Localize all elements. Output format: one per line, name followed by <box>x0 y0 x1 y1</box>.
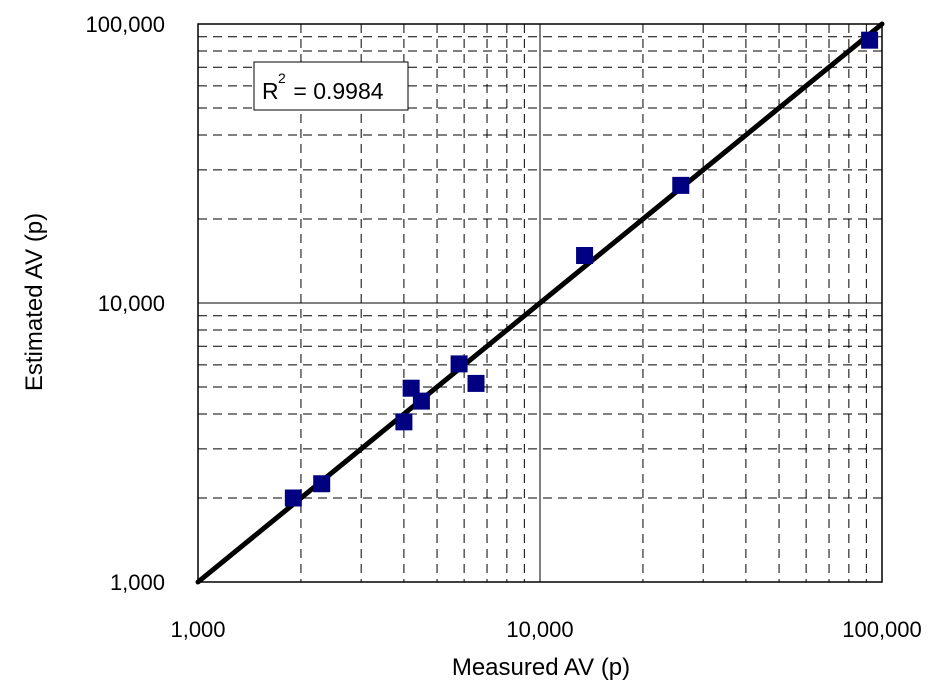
plot-frame <box>197 23 883 583</box>
data-point <box>412 392 430 410</box>
x-axis-title: Measured AV (p) <box>452 654 630 681</box>
r-squared-superscript: 2 <box>278 70 286 86</box>
data-point <box>861 31 879 49</box>
fit-line <box>195 21 885 585</box>
r-squared-box <box>253 61 409 111</box>
data-point <box>467 374 485 392</box>
y-axis-title: Estimated AV (p) <box>21 213 48 391</box>
data-point <box>284 489 302 507</box>
data-point <box>450 355 468 373</box>
data-point <box>672 176 690 194</box>
r-squared-annotation: R 2 = 0.9984 <box>253 61 409 111</box>
x-tick-labels: 1,000 10,000 100,000 <box>170 617 921 642</box>
y-tick-label: 10,000 <box>98 291 165 316</box>
points-layer <box>284 31 879 507</box>
r-squared-prefix: R <box>262 78 279 104</box>
data-point <box>313 475 331 493</box>
x-tick-label: 10,000 <box>506 617 573 642</box>
y-tick-label: 1,000 <box>110 570 165 595</box>
x-tick-label: 1,000 <box>170 617 225 642</box>
y-tick-labels: 1,000 10,000 100,000 <box>85 12 165 595</box>
data-point <box>576 246 594 264</box>
y-tick-label: 100,000 <box>85 12 165 37</box>
data-point <box>395 413 413 431</box>
x-tick-label: 100,000 <box>842 617 922 642</box>
fit-line-layer <box>195 21 885 585</box>
data-point <box>402 379 420 397</box>
r-squared-value: = 0.9984 <box>287 78 384 104</box>
